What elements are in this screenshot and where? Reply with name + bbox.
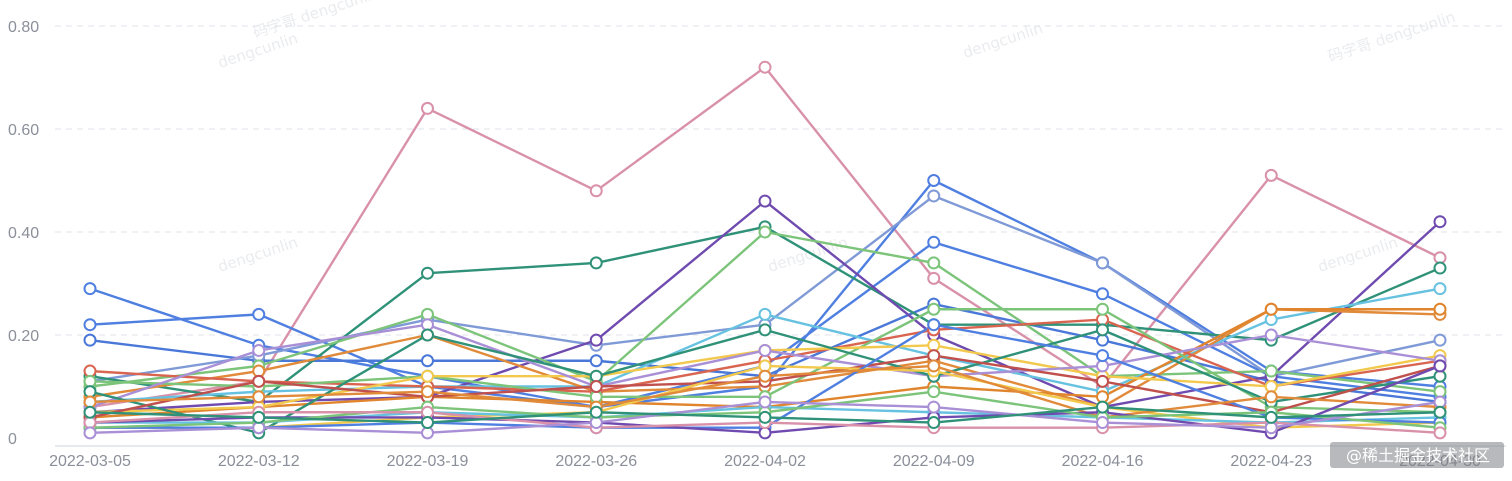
data-point <box>421 416 434 430</box>
data-point <box>1433 359 1447 373</box>
data-point <box>927 318 941 332</box>
data-point <box>421 266 434 280</box>
data-point <box>421 369 434 383</box>
data-point <box>252 343 266 357</box>
data-point <box>1096 374 1109 388</box>
data-point <box>589 354 603 368</box>
data-point <box>758 323 772 337</box>
data-point <box>83 426 97 440</box>
data-point <box>421 354 434 368</box>
data-point <box>1264 390 1278 404</box>
data-point <box>1096 349 1109 363</box>
watermark-text: 码字哥 dengcunlin <box>1326 8 1458 66</box>
data-point <box>1096 287 1109 301</box>
data-point <box>1433 302 1447 316</box>
data-point <box>421 328 434 342</box>
data-point <box>1433 282 1447 296</box>
series-layer <box>83 60 1447 440</box>
data-point <box>758 307 772 321</box>
watermark-layer: dengcunlin dengcunlin 码字哥 dengcunlin 码字哥 de… <box>216 0 1458 276</box>
y-tick-label: 0 <box>8 431 17 448</box>
data-point <box>927 189 941 203</box>
data-point <box>758 395 772 409</box>
data-point <box>758 60 772 74</box>
data-point <box>252 410 266 424</box>
x-tick-label: 2022-03-12 <box>218 453 300 470</box>
data-point <box>1264 328 1278 342</box>
data-point <box>589 184 603 198</box>
data-point <box>1264 302 1278 316</box>
x-tick-label: 2022-04-23 <box>1230 453 1312 470</box>
y-tick-label: 0.20 <box>8 328 39 345</box>
y-tick-label: 0.80 <box>8 19 39 36</box>
data-point <box>252 307 266 321</box>
data-point <box>1433 333 1447 347</box>
y-tick-label: 0.40 <box>8 225 39 242</box>
data-point <box>758 369 772 383</box>
data-point <box>252 390 266 404</box>
data-point <box>1433 405 1447 419</box>
data-point <box>1096 256 1109 270</box>
data-point <box>927 174 941 187</box>
data-point <box>83 333 97 347</box>
x-tick-label: 2022-03-26 <box>555 453 637 470</box>
data-point <box>758 225 772 239</box>
data-point <box>1096 302 1109 316</box>
data-point <box>1264 410 1278 424</box>
data-point <box>589 256 603 270</box>
data-point <box>758 343 772 357</box>
data-point <box>1433 261 1447 275</box>
data-point <box>927 256 941 270</box>
x-tick-label: 2022-04-09 <box>893 453 975 470</box>
data-point <box>1433 215 1447 229</box>
data-point <box>927 359 941 373</box>
data-point <box>421 385 434 399</box>
watermark-text: 码字哥 dengcunlin <box>251 0 383 42</box>
x-tick-label: 2022-03-19 <box>387 453 469 470</box>
data-point <box>758 194 772 208</box>
data-point <box>589 333 603 347</box>
x-tick-label: 2022-04-16 <box>1062 453 1144 470</box>
data-point <box>927 302 941 316</box>
data-point <box>758 410 772 424</box>
branding-text: @稀土掘金技术社区 <box>1346 446 1490 465</box>
data-point <box>1096 416 1109 430</box>
branding-backdrop <box>1330 442 1504 468</box>
data-point <box>927 416 941 430</box>
data-point <box>927 400 941 414</box>
x-tick-label: 2022-04-02 <box>724 453 806 470</box>
data-point <box>1096 323 1109 337</box>
data-point <box>252 374 266 388</box>
data-point <box>421 101 434 115</box>
watermark-text: dengcunlin <box>216 233 300 276</box>
data-point <box>1264 168 1278 182</box>
y-tick-label: 0.60 <box>8 122 39 139</box>
data-point <box>83 282 97 296</box>
data-point <box>589 405 603 419</box>
branding: @稀土掘金技术社区 <box>1330 442 1504 468</box>
data-point <box>83 405 97 419</box>
data-point <box>1264 364 1278 378</box>
data-point <box>1433 426 1447 440</box>
data-point <box>589 380 603 393</box>
watermark-text: dengcunlin <box>961 19 1045 62</box>
x-tick-label: 2022-03-05 <box>49 453 131 470</box>
grid-lines <box>55 25 1506 336</box>
data-point <box>1096 400 1109 414</box>
data-point <box>927 235 941 249</box>
data-point <box>83 318 97 332</box>
data-point <box>927 385 941 399</box>
data-point <box>927 271 941 285</box>
